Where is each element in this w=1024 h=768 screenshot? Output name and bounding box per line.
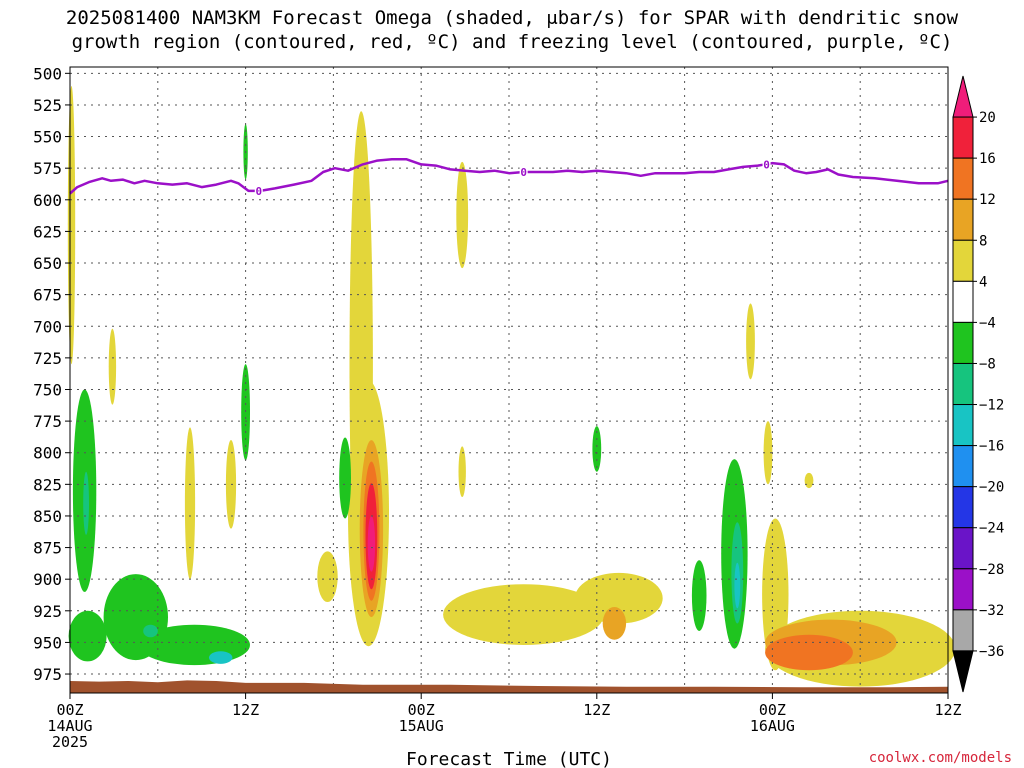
colorbar-label-0: 20	[979, 110, 996, 126]
y-tick-label-625: 625	[33, 222, 62, 241]
colorbar-cell-7	[952, 362, 974, 406]
omega-region-5	[367, 516, 376, 572]
omega-region-37	[734, 562, 741, 609]
chart-title-line-1: 2025081400 NAM3KM Forecast Omega (shaded…	[65, 7, 959, 29]
y-tick-label-700: 700	[33, 317, 62, 336]
omega-region-12	[67, 86, 76, 365]
omega-region-24	[68, 610, 107, 662]
colorbar-label-8: −16	[979, 439, 1004, 455]
freezing-level-label-0: 0	[255, 185, 262, 198]
colorbar-cell-11	[952, 527, 974, 570]
y-tick-label-725: 725	[33, 349, 62, 368]
x-tick-label-5-0: 12Z	[934, 701, 961, 719]
y-tick-label-750: 750	[33, 380, 62, 399]
y-tick-label-525: 525	[33, 96, 62, 115]
y-tick-label-650: 650	[33, 254, 62, 273]
colorbar-label-12: −32	[979, 603, 1004, 619]
x-tick-label-4-0: 00Z	[759, 701, 786, 719]
colorbar-cell-1	[952, 116, 974, 159]
colorbar-label-6: −8	[979, 356, 996, 372]
colorbar-cell-0	[952, 75, 974, 118]
x-tick-label-0-2: 2025	[52, 733, 88, 751]
freezing-label-bg-1	[519, 164, 528, 177]
colorbar-cell-12	[952, 568, 974, 611]
omega-region-22	[765, 634, 853, 671]
freezing-label-bg-2	[762, 157, 771, 170]
y-tick-label-575: 575	[33, 159, 62, 178]
omega-region-13	[443, 584, 605, 645]
plot-border	[69, 66, 949, 694]
colorbar: 20 16 12 8 4 −4 −8 −12 −16 −20 −24 −28 −32 −36	[952, 75, 1004, 693]
y-tick-label-675: 675	[33, 286, 62, 305]
omega-region-8	[458, 446, 466, 498]
omega-region-32	[339, 437, 351, 519]
colorbar-cell-4	[952, 239, 974, 282]
y-tick-label-850: 850	[33, 507, 62, 526]
omega-region-6	[317, 551, 338, 602]
colorbar-label-10: −24	[979, 521, 1004, 537]
chart-title: 2025081400 NAM3KM Forecast Omega (shaded…	[0, 6, 1024, 54]
y-tick-label-550: 550	[33, 128, 62, 147]
omega-region-7	[456, 161, 469, 269]
omega-region-29	[83, 471, 89, 535]
colorbar-label-3: 8	[979, 233, 987, 249]
y-tick-label-775: 775	[33, 412, 62, 431]
colorbar-label-13: −36	[979, 644, 1004, 660]
freezing-level-line	[69, 158, 949, 195]
colorbar-label-9: −20	[979, 480, 1004, 496]
colorbar-cell-5	[952, 280, 974, 323]
y-tick-label-800: 800	[33, 444, 62, 463]
y-tick-label-875: 875	[33, 539, 62, 558]
omega-region-16	[746, 303, 755, 380]
omega-region-15	[602, 607, 627, 640]
colorbar-cell-3	[952, 198, 974, 241]
colorbar-cell-13	[952, 609, 974, 652]
omega-region-10	[184, 427, 196, 580]
colorbar-cell-14	[952, 650, 974, 693]
omega-region-34	[691, 560, 707, 631]
chart-title-line-2: growth region (contoured, red, ºC) and f…	[71, 31, 953, 53]
colorbar-cell-10	[952, 486, 974, 529]
y-tick-label-975: 975	[33, 665, 62, 684]
freezing-level-label-1: 0	[520, 166, 527, 179]
colorbar-label-7: −12	[979, 398, 1004, 414]
y-tick-label-950: 950	[33, 633, 62, 652]
omega-region-28	[143, 624, 158, 638]
omega-shading	[67, 86, 956, 687]
omega-region-33	[592, 426, 602, 472]
x-tick-label-3-0: 12Z	[583, 701, 610, 719]
freezing-label-bg-0	[254, 183, 263, 196]
colorbar-label-5: −4	[979, 315, 996, 331]
colorbar-cell-6	[952, 321, 974, 364]
y-tick-label-900: 900	[33, 570, 62, 589]
x-tick-label-4-1: 16AUG	[750, 717, 795, 735]
y-tick-label-925: 925	[33, 602, 62, 621]
colorbar-label-1: 16	[979, 151, 996, 167]
x-axis-label: Forecast Time (UTC)	[406, 749, 612, 768]
x-tick-label-2-1: 15AUG	[399, 717, 444, 735]
colorbar-cell-8	[952, 404, 974, 447]
terrain-strip	[70, 680, 948, 693]
omega-region-30	[241, 364, 251, 461]
y-tick-label-600: 600	[33, 191, 62, 210]
credit-text: coolwx.com/models	[869, 750, 1012, 766]
x-tick-label-1-0: 12Z	[232, 701, 259, 719]
omega-region-17	[763, 421, 773, 485]
omega-region-18	[804, 472, 814, 489]
x-tick-label-2-0: 00Z	[408, 701, 435, 719]
colorbar-cell-9	[952, 445, 974, 488]
colorbar-label-4: 4	[979, 274, 987, 290]
freezing-level-label-2: 0	[763, 158, 770, 171]
x-tick-label-0-1: 14AUG	[47, 717, 92, 735]
colorbar-label-11: −28	[979, 562, 1004, 578]
colorbar-label-2: 12	[979, 192, 996, 208]
omega-region-9	[108, 328, 117, 405]
y-tick-label-500: 500	[33, 64, 62, 83]
x-tick-label-0-0: 00Z	[56, 701, 83, 719]
omega-region-27	[209, 651, 233, 664]
colorbar-cell-2	[952, 157, 974, 200]
y-tick-label-825: 825	[33, 475, 62, 494]
